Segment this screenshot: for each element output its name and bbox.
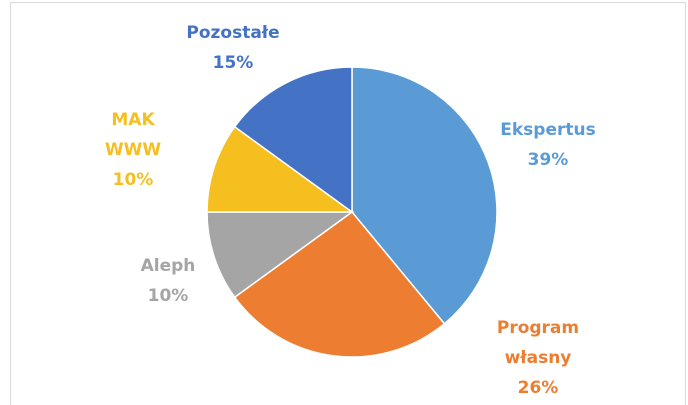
slice-value: 39% <box>527 150 569 170</box>
pie-slice <box>233 210 446 358</box>
pie-slice <box>206 211 355 299</box>
pie-slice <box>233 66 353 214</box>
pie-slice <box>206 125 355 213</box>
slice-value: 15% <box>212 53 254 73</box>
slice-label: Ekspertus 39% <box>488 115 608 175</box>
chart-frame <box>10 2 686 405</box>
slice-label: MAKWWW 10% <box>103 105 163 195</box>
slice-label: Aleph 10% <box>118 251 218 311</box>
pie-slice <box>351 66 498 325</box>
slice-name: Aleph <box>140 256 196 276</box>
slice-value: 26% <box>517 378 559 398</box>
slice-name: Program własny <box>496 318 580 368</box>
slice-name: Pozostałe <box>186 23 280 43</box>
slice-value: 10% <box>112 170 154 190</box>
slice-label: Pozostałe 15% <box>173 18 293 78</box>
slice-name: MAKWWW <box>104 110 162 160</box>
slice-name: Ekspertus <box>500 120 596 140</box>
slice-value: 10% <box>147 286 189 306</box>
slice-label: Program własny 26% <box>488 313 588 403</box>
